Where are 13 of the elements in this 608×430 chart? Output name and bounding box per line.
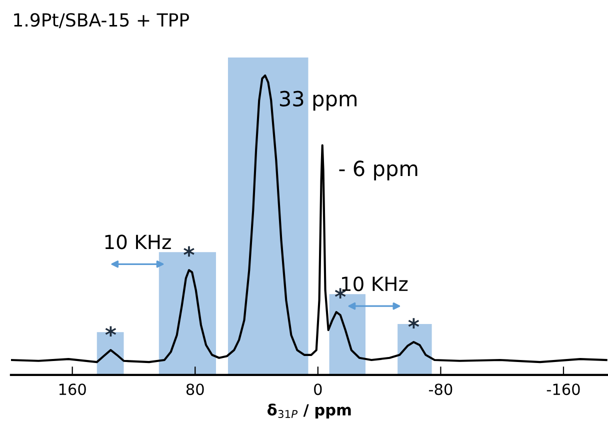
x-tick-label: -160 <box>546 384 580 396</box>
annotation: 10 KHz <box>105 234 171 250</box>
x-tick-label: -80 <box>428 384 452 396</box>
x-tick-label: 0 <box>314 384 322 396</box>
annotation: * <box>408 318 420 328</box>
x-tick-label: 80 <box>186 384 204 396</box>
x-tick-label: 160 <box>59 384 86 396</box>
x-axis-title: δ$_{31P}$ / ppm <box>268 404 351 419</box>
annotation: * <box>184 246 194 257</box>
annotation: - 6 ppm <box>339 160 418 180</box>
chart-title: 1.9Pt/SBA-15 + TPP <box>14 13 190 28</box>
annotation: * <box>105 326 116 337</box>
annotation: 33 ppm <box>280 90 356 111</box>
